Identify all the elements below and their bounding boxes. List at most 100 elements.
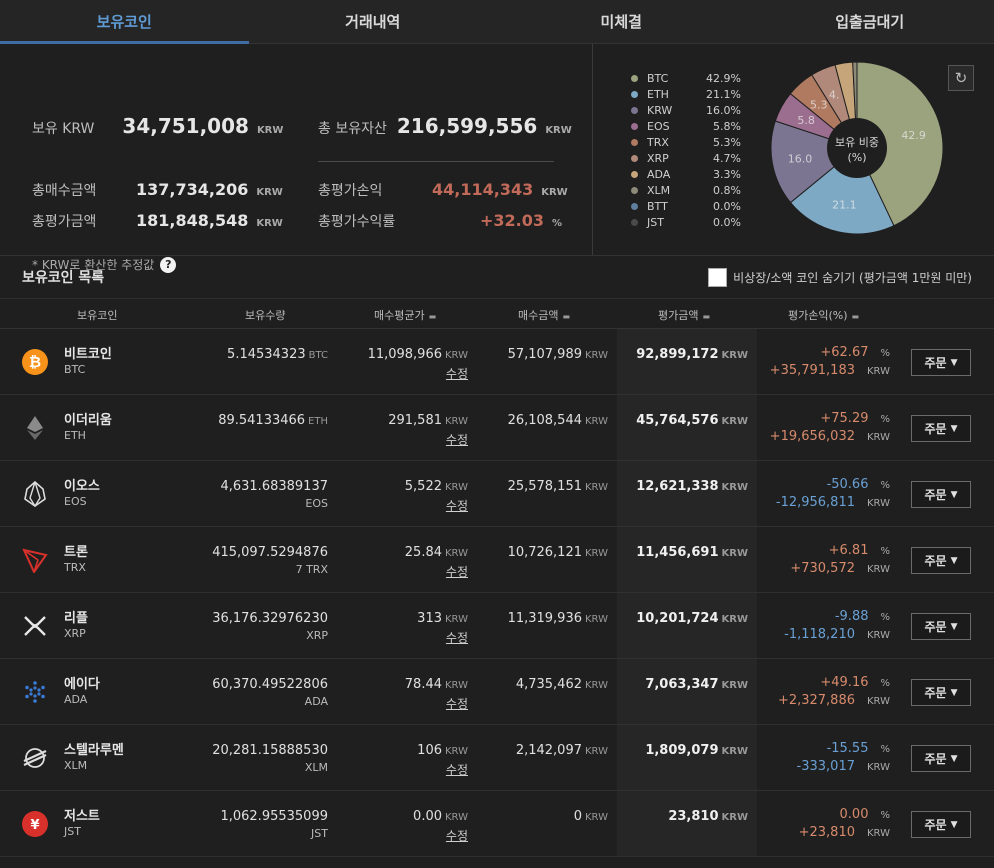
quantity: 415,097.5294876 xyxy=(212,545,328,560)
profit-rate-value: +6.81 xyxy=(828,543,869,558)
edit-avg-price-link[interactable]: 수정 xyxy=(445,433,468,447)
col-coin: 보유코인 xyxy=(77,309,118,322)
quantity-value: 4,631.68389137 xyxy=(220,479,328,494)
edit-avg-price-link[interactable]: 수정 xyxy=(445,697,468,711)
edit-avg-price-link[interactable]: 수정 xyxy=(445,829,468,843)
order-button[interactable]: 주문 ▼ xyxy=(911,679,971,706)
profit-rate: +62.67% xyxy=(820,345,890,360)
legend-swatch xyxy=(631,202,638,210)
quantity-value: 20,281.15888530 xyxy=(212,743,328,758)
legend-name: BTT xyxy=(647,199,668,213)
table-row[interactable]: 트론 TRX 415,097.5294876 7 TRX 25.84 KRW 수정 10,72… xyxy=(0,527,994,593)
avg-buy-price-value: 78.44 xyxy=(404,677,442,692)
edit-avg-price-link[interactable]: 수정 xyxy=(445,763,468,777)
legend-swatch xyxy=(631,74,638,82)
quantity-value: 60,370.49522806 xyxy=(212,677,328,692)
quantity-value: 1,062.95535099 xyxy=(220,809,328,824)
order-button[interactable]: 주문 ▼ xyxy=(911,349,971,376)
legend-name: BTC xyxy=(647,71,669,85)
col-avg-price[interactable]: 매수평균가 ▬ xyxy=(374,307,436,323)
legend-percent: 4.7% xyxy=(713,151,741,165)
profit-amount-value: -333,017 xyxy=(796,759,855,774)
edit-avg-price-link[interactable]: 수정 xyxy=(445,499,468,513)
sort-icon[interactable]: ▬ xyxy=(562,312,571,321)
order-button[interactable]: 주문 ▼ xyxy=(911,811,971,838)
legend-item-eos: EOS 5.8% xyxy=(631,118,741,134)
legend-percent: 42.9% xyxy=(706,71,741,85)
table-row[interactable]: ¥ 저스트 JST 1,062.95535099 JST 0.00 KRW 수정 0 KRW 23,… xyxy=(0,791,994,857)
help-icon[interactable]: ? xyxy=(160,256,177,273)
order-button-label: 주문 xyxy=(924,554,947,568)
pie-slice-btc[interactable] xyxy=(856,62,943,227)
col-profit[interactable]: 평가손익(%) ▬ xyxy=(788,307,859,323)
legend-item-btc: BTC 42.9% xyxy=(631,70,741,86)
avg-buy-price-value: 11,098,966 xyxy=(367,347,442,362)
col-buy-amount[interactable]: 매수금액 ▬ xyxy=(518,307,570,323)
chevron-down-icon: ▼ xyxy=(950,357,958,368)
avg-buy-price: 0.00 KRW xyxy=(413,809,468,824)
table-row[interactable]: ₿ 비트코인 BTC 5.14534323 BTC 11,098,966 KRW 수정 57,1… xyxy=(0,329,994,395)
order-button[interactable]: 주문 ▼ xyxy=(911,547,971,574)
sort-icon[interactable]: ▬ xyxy=(428,312,437,321)
coin-symbol: EOS xyxy=(64,495,87,508)
coin-name[interactable]: 비트코인 xyxy=(64,347,112,362)
edit-avg-price-link[interactable]: 수정 xyxy=(445,367,468,381)
legend-swatch xyxy=(631,170,638,178)
coin-name[interactable]: 에이다 xyxy=(64,677,100,692)
legend-item-eth: ETH 21.1% xyxy=(631,86,741,102)
coin-symbol: ETH xyxy=(64,429,86,442)
coin-name[interactable]: 트론 xyxy=(64,545,88,560)
col-eval-amount[interactable]: 평가금액 ▬ xyxy=(658,307,710,323)
eval-amount: 11,456,691 KRW xyxy=(636,545,748,560)
order-button-label: 주문 xyxy=(924,356,947,370)
total-pl-unit: KRW xyxy=(541,187,568,198)
krw-unit: KRW xyxy=(585,680,608,691)
coin-name[interactable]: 저스트 xyxy=(64,809,100,824)
krw-unit: KRW xyxy=(867,366,890,377)
eval-column-bg xyxy=(617,791,757,856)
legend-item-krw: KRW 16.0% xyxy=(631,102,741,118)
coin-name[interactable]: 리플 xyxy=(64,611,88,626)
profit-amount: +35,791,183 KRW xyxy=(770,363,890,378)
avg-buy-price: 11,098,966 KRW xyxy=(368,347,468,362)
tab-holdings[interactable]: 보유코인 xyxy=(0,0,249,44)
eval-column-bg xyxy=(617,725,757,790)
total-eval: 총평가금액 181,848,548 KRW xyxy=(32,211,283,231)
table-row[interactable]: 이오스 EOS 4,631.68389137 EOS 5,522 KRW 수정 25,578,… xyxy=(0,461,994,527)
sort-icon[interactable]: ▬ xyxy=(702,312,711,321)
chevron-down-icon: ▼ xyxy=(950,687,958,698)
pie-slice-eth[interactable] xyxy=(789,147,895,234)
order-button-label: 주문 xyxy=(924,818,947,832)
table-row[interactable]: 리플 XRP 36,176.32976230 XRP 313 KRW 수정 11,319,93… xyxy=(0,593,994,659)
hide-small-coins-checkbox[interactable] xyxy=(708,267,728,287)
buy-amount-value: 2,142,097 xyxy=(515,743,582,758)
profit-rate-value: -15.55 xyxy=(826,741,869,756)
allocation-pie-chart: 42.9 21.1 16.0 5.8 5.34. 보유 비중 (%) xyxy=(771,62,943,234)
svg-text:₿: ₿ xyxy=(29,353,41,371)
hide-small-coins-option[interactable]: 비상장/소액 코인 숨기기 (평가금액 1만원 미만) xyxy=(708,267,972,287)
table-row[interactable]: 스텔라루멘 XLM 20,281.15888530 XLM 106 KRW 수정 2,142,… xyxy=(0,725,994,791)
table-row[interactable]: 이더리움 ETH 89.54133466 ETH 291,581 KRW 수정 26,108,… xyxy=(0,395,994,461)
edit-avg-price-link[interactable]: 수정 xyxy=(445,565,468,579)
coin-name[interactable]: 이오스 xyxy=(64,479,100,494)
order-button[interactable]: 주문 ▼ xyxy=(911,745,971,772)
edit-avg-price-link[interactable]: 수정 xyxy=(445,631,468,645)
tab-pending-transfers[interactable]: 입출금대기 xyxy=(835,13,905,31)
order-button[interactable]: 주문 ▼ xyxy=(911,613,971,640)
quantity-line2: ADA xyxy=(304,695,328,708)
coin-name[interactable]: 스텔라루멘 xyxy=(64,743,124,758)
table-row[interactable]: 에이다 ADA 60,370.49522806 ADA 78.44 KRW 수정 4,735,… xyxy=(0,659,994,725)
sort-icon[interactable]: ▬ xyxy=(851,312,860,321)
refresh-icon[interactable]: ↻ xyxy=(948,65,974,91)
eval-amount-value: 12,621,338 xyxy=(636,479,719,494)
tab-history[interactable]: 거래내역 xyxy=(345,13,401,31)
coin-name[interactable]: 이더리움 xyxy=(64,413,112,428)
avg-buy-price: 78.44 KRW xyxy=(405,677,468,692)
order-button[interactable]: 주문 ▼ xyxy=(911,415,971,442)
col-buy-amount-label: 매수금액 xyxy=(518,309,559,322)
order-button[interactable]: 주문 ▼ xyxy=(911,481,971,508)
tab-open-orders[interactable]: 미체결 xyxy=(600,13,642,31)
avg-buy-price: 25.84 KRW xyxy=(405,545,468,560)
total-pl: 총평가손익 44,114,343 KRW xyxy=(318,180,568,200)
coin-symbol: JST xyxy=(64,825,81,838)
